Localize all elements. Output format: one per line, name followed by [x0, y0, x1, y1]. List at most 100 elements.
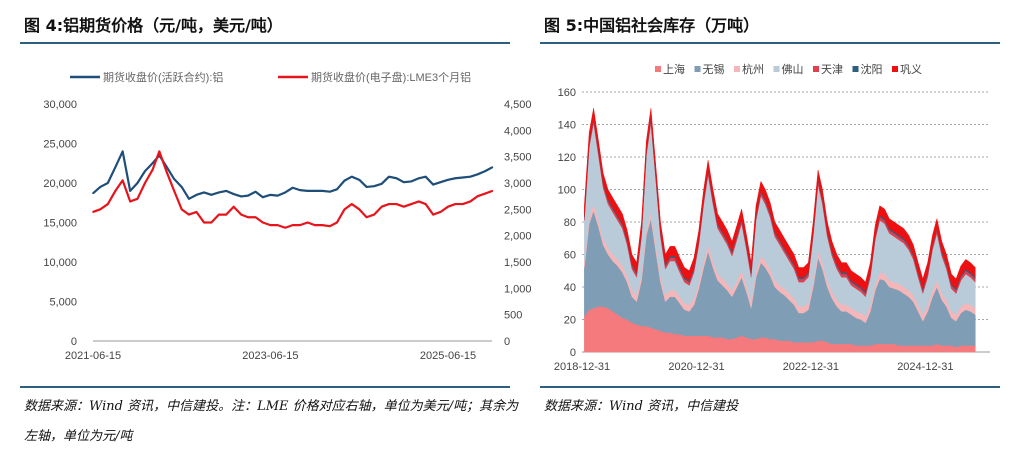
- x-tick-label: 2021-06-15: [65, 350, 121, 362]
- data-point: [284, 226, 287, 229]
- data-point: [276, 224, 279, 226]
- data-point: [447, 205, 449, 208]
- data-point: [454, 177, 457, 180]
- data-point: [484, 170, 486, 172]
- right-y-tick-label: 0: [504, 336, 510, 348]
- data-point: [306, 190, 309, 192]
- data-point: [380, 205, 383, 208]
- data-point: [358, 179, 361, 181]
- data-point: [424, 175, 427, 178]
- data-point: [262, 196, 264, 199]
- data-point: [321, 190, 324, 192]
- data-point: [314, 190, 316, 192]
- legend-label: 沈阳: [861, 62, 883, 76]
- data-point: [395, 177, 398, 180]
- data-point: [365, 186, 368, 188]
- left-source-note: 数据来源：Wind 资讯，中信建投。注：LME 价格对应右轴，单位为美元/吨；其…: [24, 399, 519, 444]
- data-point: [121, 150, 124, 153]
- data-point: [225, 213, 227, 216]
- data-point: [388, 175, 390, 178]
- data-point: [336, 188, 338, 191]
- x-tick-label: 2018-12-31: [554, 361, 610, 373]
- data-point: [432, 183, 434, 186]
- legend-label: 杭州: [742, 62, 764, 76]
- y-tick-label: 160: [558, 87, 576, 99]
- y-tick-label: 20: [564, 315, 576, 327]
- data-point: [476, 195, 479, 197]
- legend-swatch: [813, 66, 819, 72]
- right-source-note: 数据来源：Wind 资讯，中信建投: [544, 399, 739, 414]
- data-point: [306, 221, 309, 224]
- data-point: [314, 224, 316, 226]
- data-point: [299, 189, 301, 191]
- data-point: [166, 166, 168, 168]
- right-y-tick-label: 3,000: [504, 178, 532, 190]
- data-point: [291, 186, 294, 189]
- data-point: [92, 192, 94, 195]
- series-line-1: [92, 150, 493, 200]
- data-point: [321, 224, 324, 226]
- legend-swatch: [655, 66, 661, 72]
- legend-label: 上海: [663, 62, 685, 76]
- data-point: [210, 221, 213, 224]
- y-tick-label: 100: [558, 185, 576, 197]
- data-point: [203, 221, 205, 224]
- data-point: [469, 175, 472, 178]
- data-point: [173, 178, 175, 180]
- right-y-tick-label: 3,500: [504, 152, 532, 164]
- data-point: [365, 216, 368, 219]
- left-top-divider: [20, 42, 510, 44]
- right-y-tick-label: 2,000: [504, 231, 532, 243]
- data-point: [424, 203, 427, 205]
- left-chart-title: 图 4:铝期货价格（元/吨，美元/吨）: [24, 16, 283, 35]
- y-tick-label: 80: [564, 217, 576, 229]
- data-point: [269, 224, 272, 226]
- legend-label: 佛山: [782, 63, 804, 76]
- data-point: [114, 166, 117, 168]
- data-point: [329, 190, 331, 193]
- data-point: [395, 203, 398, 205]
- data-point: [180, 208, 183, 211]
- data-point: [350, 175, 353, 178]
- legend-swatch: [773, 66, 780, 72]
- data-point: [462, 176, 464, 179]
- data-point: [144, 170, 146, 172]
- data-point: [454, 203, 457, 205]
- data-point: [173, 190, 175, 192]
- data-point: [232, 205, 235, 208]
- data-point: [195, 194, 198, 196]
- data-point: [269, 194, 272, 196]
- data-point: [195, 211, 198, 213]
- data-point: [476, 173, 479, 176]
- data-point: [166, 171, 168, 174]
- left-y-tick-label: 5,000: [49, 297, 77, 309]
- data-point: [121, 179, 124, 182]
- data-point: [439, 181, 442, 184]
- legend-label: 期货收盘价(活跃合约):铝: [103, 70, 223, 84]
- data-point: [343, 179, 346, 182]
- data-point: [247, 216, 249, 219]
- data-point: [92, 211, 94, 213]
- data-point: [491, 190, 494, 192]
- legend-label: 期货收盘价(电子盘):LME3个月铝: [311, 70, 471, 84]
- data-point: [99, 208, 102, 211]
- data-point: [469, 200, 472, 203]
- data-point: [388, 203, 390, 205]
- right-y-tick-label: 4,500: [504, 99, 532, 111]
- legend-swatch: [694, 66, 701, 72]
- data-point: [418, 200, 420, 203]
- data-point: [254, 190, 257, 193]
- data-point: [136, 182, 139, 184]
- y-tick-label: 120: [558, 152, 576, 164]
- x-tick-label: 2024-12-31: [897, 361, 953, 373]
- data-point: [402, 181, 405, 184]
- data-point: [240, 213, 243, 216]
- left-y-tick-label: 30,000: [43, 99, 77, 111]
- x-tick-label: 2023-06-15: [242, 350, 298, 362]
- right-top-divider: [540, 42, 1000, 44]
- y-tick-label: 0: [570, 347, 576, 359]
- x-tick-label: 2025-06-15: [420, 350, 476, 362]
- data-point: [129, 200, 131, 203]
